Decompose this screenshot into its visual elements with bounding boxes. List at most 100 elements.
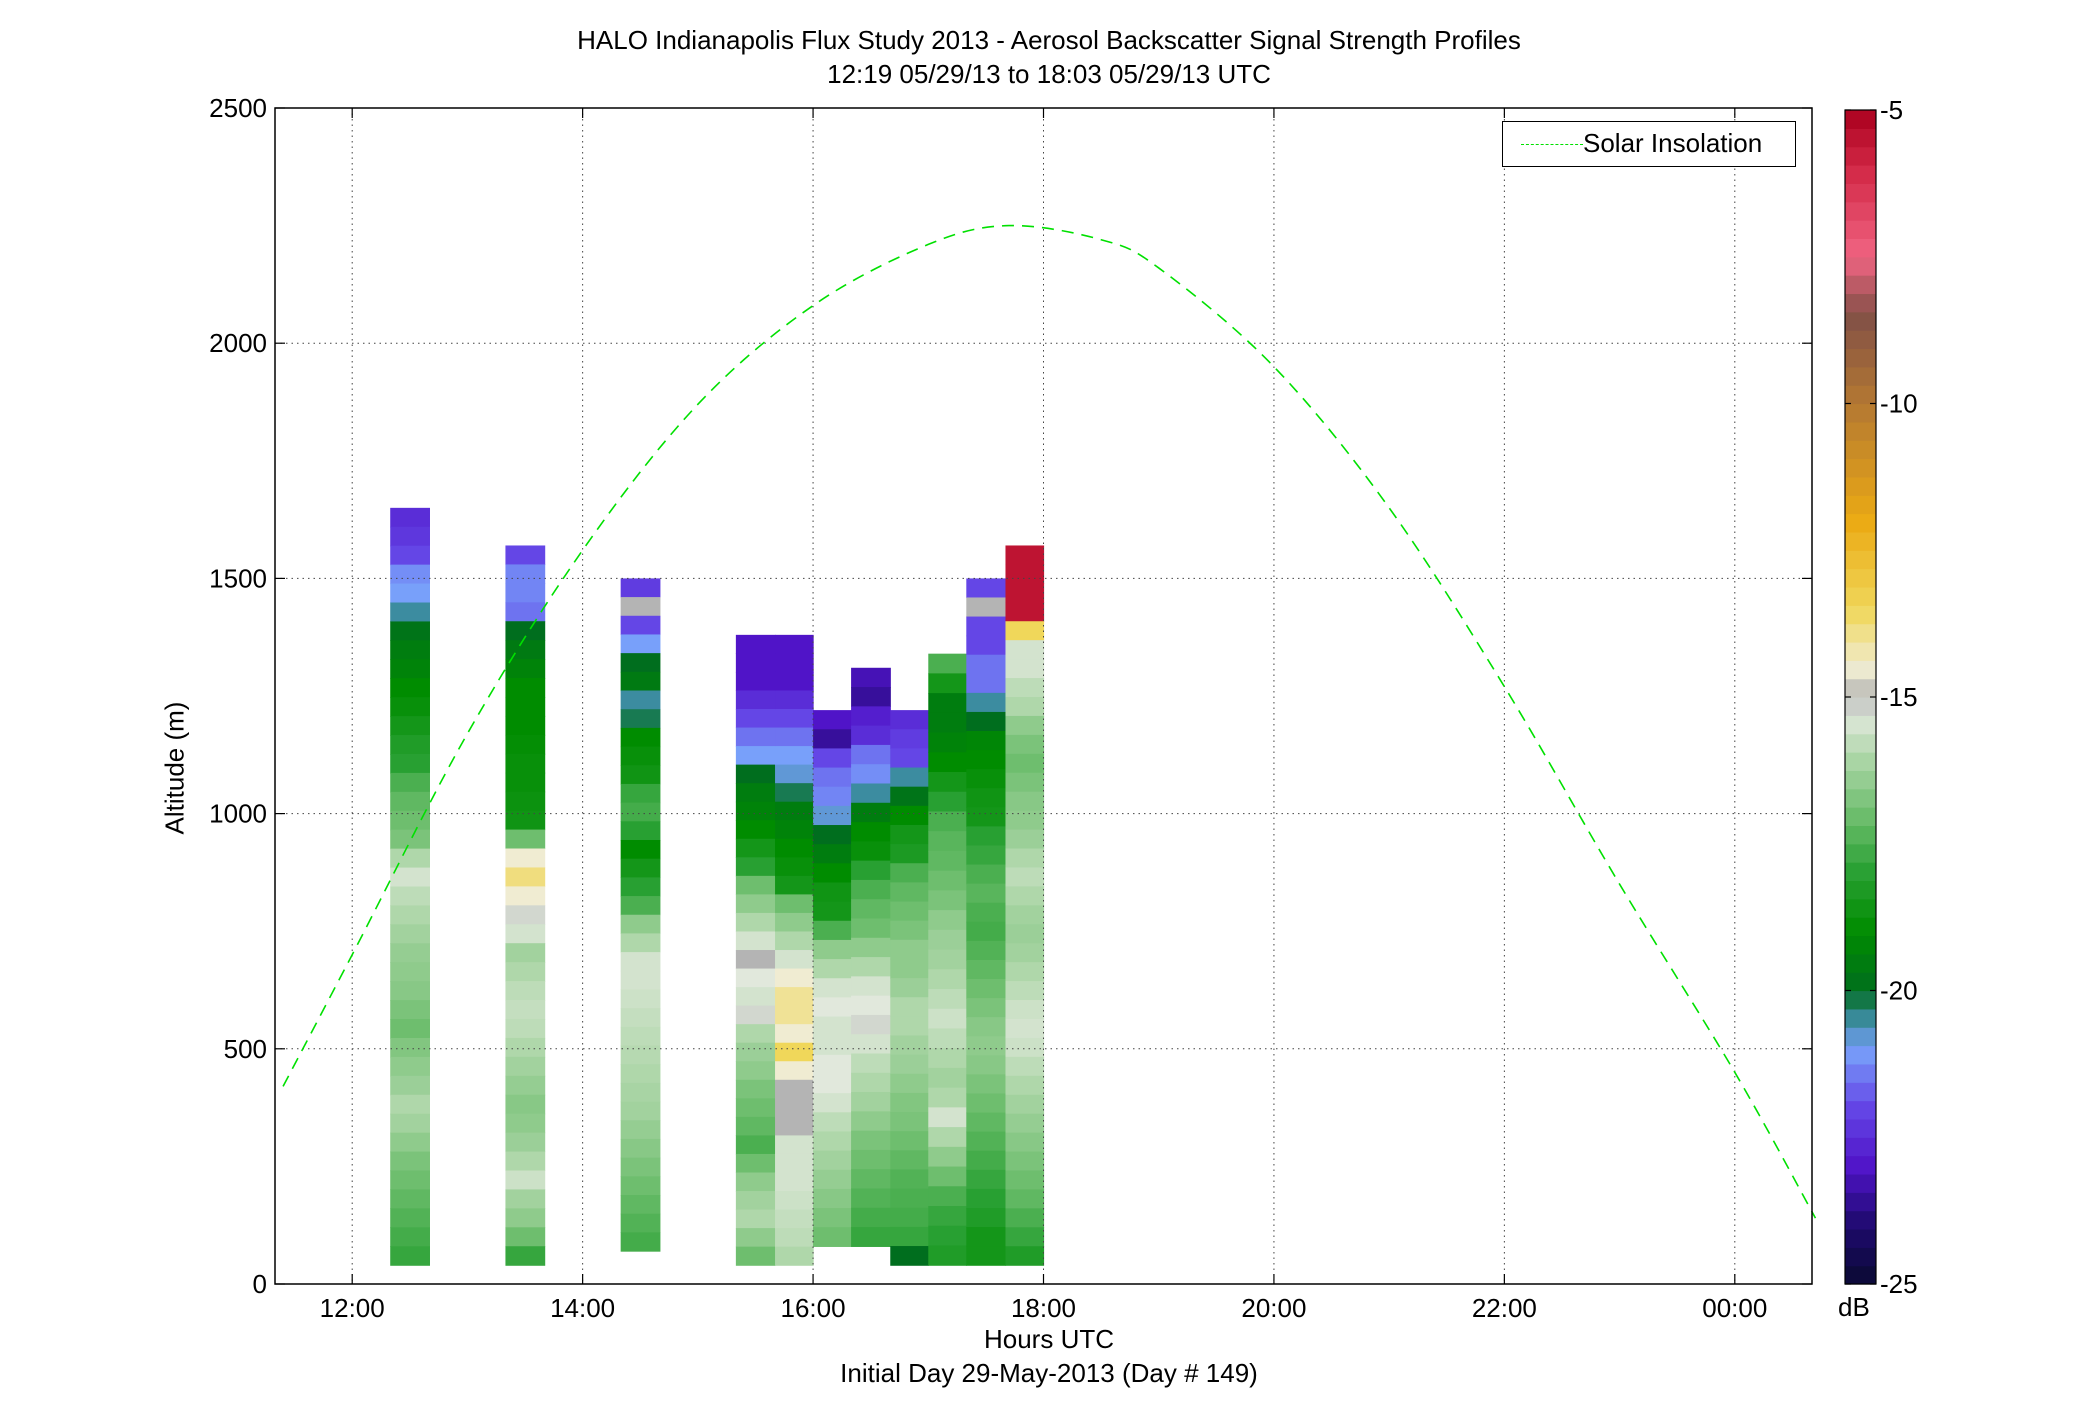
heatmap-cell — [775, 1135, 814, 1155]
heatmap-cell — [1005, 545, 1045, 566]
heatmap-cell — [890, 1169, 929, 1190]
heatmap-cell — [966, 1093, 1007, 1114]
heatmap-cell — [505, 1227, 546, 1247]
colorbar-segment — [1845, 385, 1876, 405]
heatmap-cell — [851, 687, 891, 707]
heatmap-cell — [928, 1206, 967, 1227]
heatmap-cell — [735, 1061, 776, 1081]
heatmap-cell — [928, 850, 967, 872]
heatmap-cell — [928, 831, 967, 852]
heatmap-cell — [1005, 810, 1045, 831]
heatmap-cell — [390, 1246, 430, 1266]
heatmap-cell — [1005, 1208, 1045, 1228]
colorbar-segment — [1845, 220, 1876, 240]
heatmap-cell — [813, 901, 852, 922]
heatmap-cell — [813, 767, 852, 788]
heatmap-cell — [505, 829, 546, 850]
colorbar-segment — [1845, 733, 1876, 753]
heatmap-cell — [928, 890, 967, 911]
heatmap-cell — [851, 802, 891, 823]
heatmap-cell — [620, 802, 661, 822]
heatmap-cell — [1005, 696, 1045, 717]
heatmap-cell — [966, 807, 1007, 828]
heatmap-cell — [813, 1208, 852, 1228]
heatmap-cell — [890, 1188, 929, 1209]
colorbar-segment — [1845, 917, 1876, 937]
heatmap-cell — [775, 1061, 814, 1081]
heatmap-cell — [1005, 1151, 1045, 1172]
heatmap-cell — [966, 1246, 1007, 1266]
heatmap-cell — [928, 693, 967, 714]
heatmap-cell — [813, 844, 852, 864]
heatmap-cell — [620, 1026, 661, 1047]
heatmap-cell — [966, 1188, 1007, 1209]
heatmap-cell — [890, 767, 929, 788]
heatmap-cell — [1005, 602, 1045, 622]
heatmap-cell — [620, 1138, 661, 1159]
heatmap-cell — [505, 1208, 546, 1228]
heatmap-cell — [505, 1094, 546, 1115]
heatmap-cell — [851, 725, 891, 746]
heatmap-cell — [890, 1016, 929, 1037]
heatmap-cell — [928, 732, 967, 753]
colorbar-segment — [1845, 165, 1876, 184]
heatmap-cell — [735, 912, 776, 933]
heatmap-cell — [966, 616, 1007, 637]
heatmap-cell — [966, 902, 1007, 923]
heatmap-cell — [735, 1172, 776, 1192]
heatmap-cell — [505, 734, 546, 755]
heatmap-cell — [390, 1170, 430, 1191]
heatmap-cell — [890, 901, 929, 922]
heatmap-cell — [735, 1024, 776, 1044]
heatmap-cell — [966, 673, 1007, 694]
heatmap-cell — [966, 731, 1007, 751]
legend-line-swatch — [1521, 144, 1583, 145]
heatmap-cell — [735, 1042, 776, 1062]
heatmap-cell — [928, 811, 967, 832]
heatmap-cell — [1005, 640, 1045, 660]
heatmap-cell — [775, 764, 814, 784]
heatmap-cell — [390, 1227, 430, 1247]
heatmap-cell — [851, 860, 891, 881]
heatmap-cell — [928, 712, 967, 734]
heatmap-cell — [851, 937, 891, 958]
heatmap-cell — [966, 692, 1007, 713]
colorbar-segment — [1845, 458, 1876, 478]
heatmap-cell — [620, 821, 661, 841]
heatmap-cell — [505, 1113, 546, 1134]
colorbar-segment — [1845, 146, 1876, 166]
heatmap-cell — [775, 1153, 814, 1174]
heatmap-cell — [851, 1188, 891, 1209]
colorbar-segment — [1845, 550, 1876, 570]
heatmap-cell — [775, 894, 814, 914]
heatmap-cell — [928, 870, 967, 891]
heatmap-cell — [735, 950, 776, 970]
colorbar-segment — [1845, 935, 1876, 955]
heatmap-cell — [851, 667, 891, 688]
heatmap-cell — [775, 912, 814, 933]
colorbar-segment — [1845, 275, 1876, 295]
heatmap-cell — [505, 564, 546, 584]
heatmap-cell — [735, 931, 776, 951]
y-tick-label: 2000 — [209, 328, 267, 358]
heatmap-cell — [813, 1188, 852, 1209]
heatmap-cell — [390, 1019, 430, 1039]
heatmap-cell — [1005, 962, 1045, 982]
heatmap-cell — [735, 875, 776, 895]
heatmap-cell — [928, 949, 967, 970]
heatmap-cell — [505, 1246, 546, 1266]
heatmap-cell — [851, 899, 891, 920]
heatmap-cell — [890, 958, 929, 979]
heatmap-cell — [390, 1132, 430, 1153]
heatmap-cell — [505, 905, 546, 925]
colorbar-segment — [1845, 1027, 1876, 1047]
heatmap-cell — [620, 1064, 661, 1084]
heatmap-cell — [620, 1008, 661, 1028]
heatmap-cell — [966, 1036, 1007, 1056]
heatmap-cell — [620, 709, 661, 729]
heatmap-cell — [620, 690, 661, 710]
heatmap-cell — [505, 1189, 546, 1209]
colorbar-segment — [1845, 513, 1876, 533]
heatmap-cell — [851, 706, 891, 727]
heatmap-cell — [813, 978, 852, 998]
